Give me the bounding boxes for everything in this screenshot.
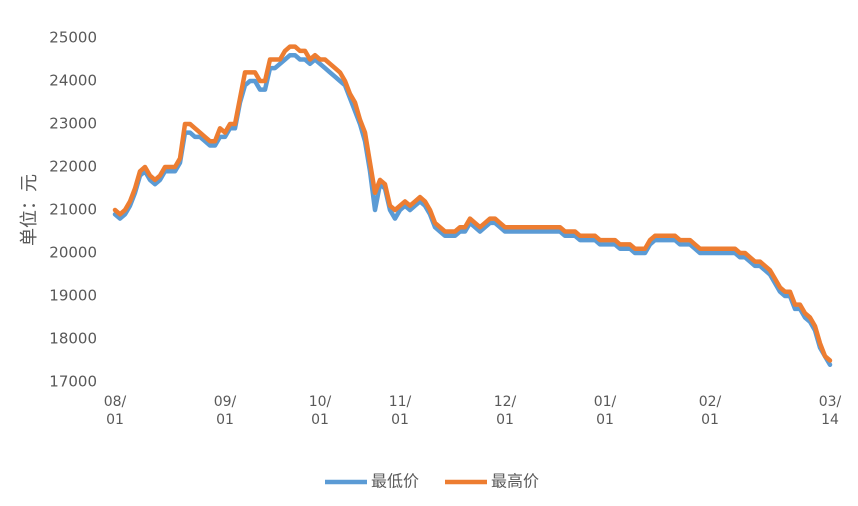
x-tick-label: 02/01 xyxy=(699,394,722,428)
series-line xyxy=(112,52,833,368)
y-tick-label: 25000 xyxy=(49,29,97,47)
y-axis-label: 单位：元 xyxy=(19,174,40,246)
x-tick-label: 12/01 xyxy=(494,394,517,428)
legend-label: 最高价 xyxy=(491,472,539,491)
legend-label: 最低价 xyxy=(371,472,419,491)
x-tick-label: 10/01 xyxy=(309,394,332,428)
x-tick-label: 08/01 xyxy=(104,394,127,428)
y-tick-label: 23000 xyxy=(49,115,97,133)
y-tick-label: 24000 xyxy=(49,72,97,90)
x-tick-label: 11/01 xyxy=(389,394,412,428)
y-tick-label: 21000 xyxy=(49,201,97,219)
y-tick-label: 20000 xyxy=(49,244,97,262)
x-tick-label: 03/14 xyxy=(819,394,842,428)
y-tick-label: 17000 xyxy=(49,373,97,391)
y-tick-label: 22000 xyxy=(49,158,97,176)
series-line xyxy=(112,44,833,363)
x-tick-label: 09/01 xyxy=(214,394,237,428)
x-tick-label: 01/01 xyxy=(594,394,617,428)
y-tick-label: 19000 xyxy=(49,287,97,305)
y-tick-label: 18000 xyxy=(49,330,97,348)
